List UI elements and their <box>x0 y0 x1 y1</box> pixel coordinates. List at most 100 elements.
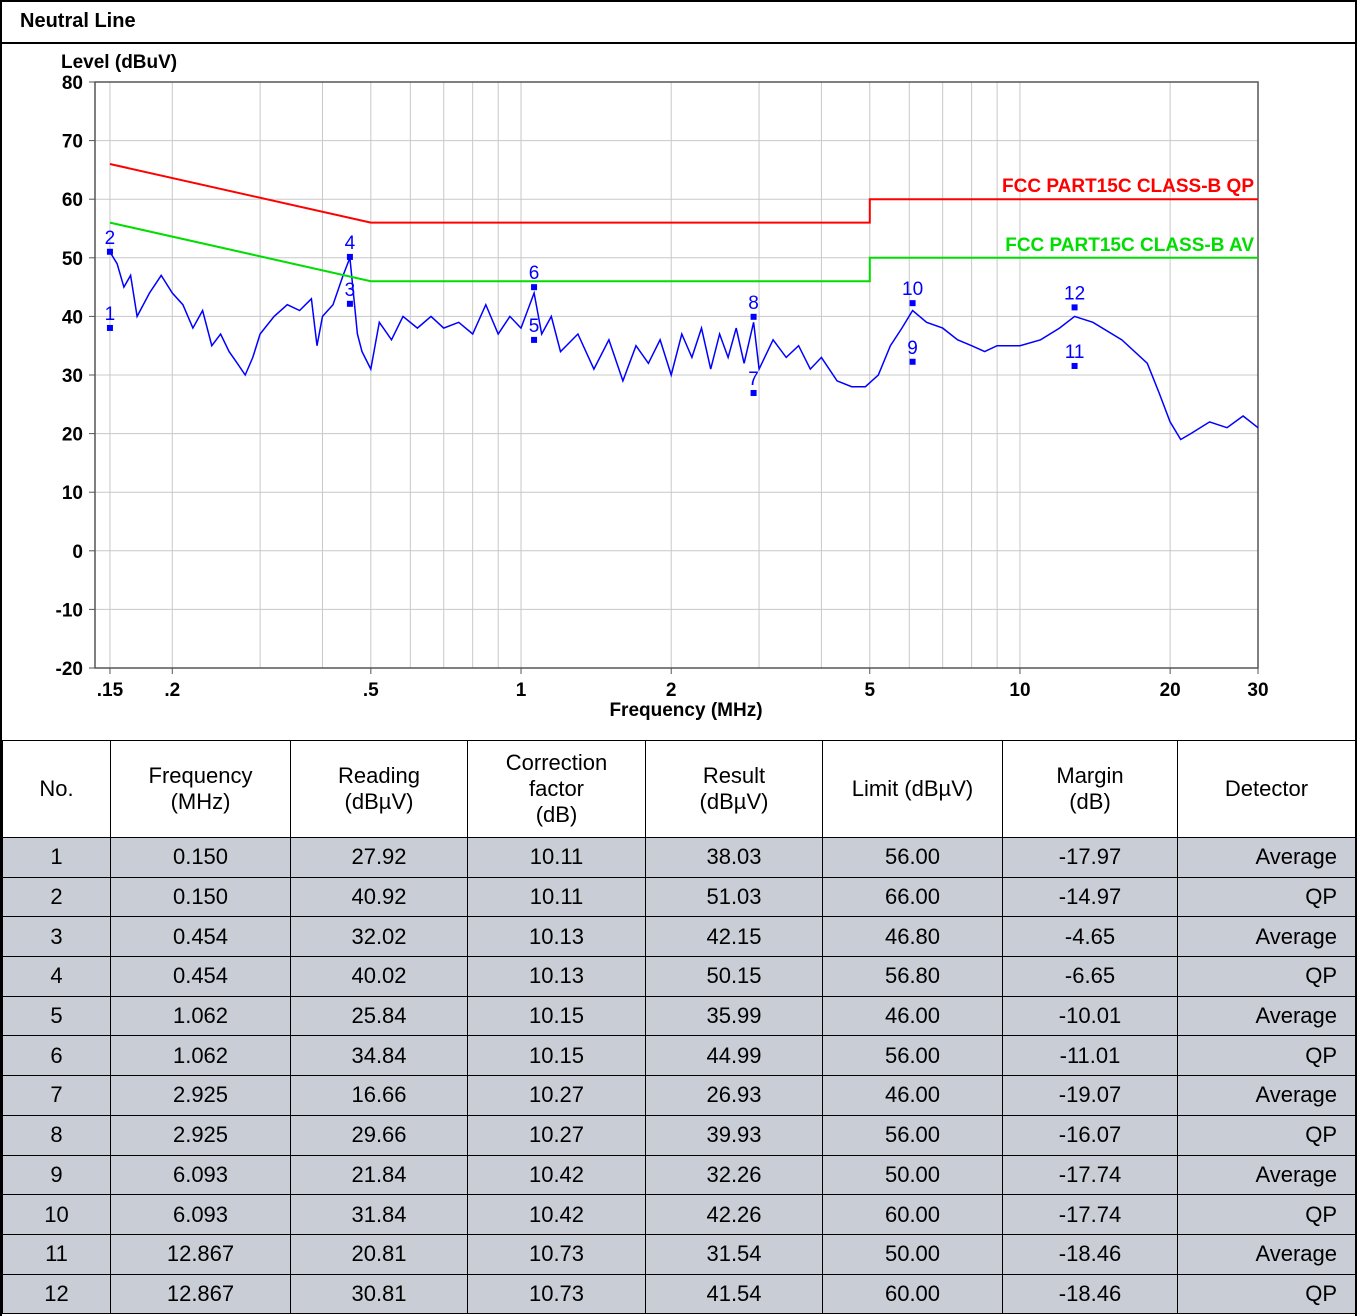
table-cell: 2.925 <box>110 1075 291 1116</box>
table-cell: 56.00 <box>822 1035 1003 1077</box>
table-cell: 41.54 <box>645 1273 823 1315</box>
marker-label: 1 <box>105 304 116 325</box>
table-cell: 60.00 <box>822 1273 1003 1315</box>
header-cell: Margin (dB) <box>1002 740 1178 838</box>
marker-label: 6 <box>529 263 540 284</box>
table-cell: 10.73 <box>467 1273 646 1315</box>
y-tick-label: -20 <box>56 659 83 680</box>
table-cell: 2.925 <box>110 1114 291 1156</box>
table-cell: 10.13 <box>467 956 646 997</box>
x-tick-label: 20 <box>1160 680 1181 701</box>
table-cell: 40.92 <box>290 876 468 918</box>
table-row: 7 2.925 16.66 10.27 26.93 46.00 -19.07 Average <box>2 1075 1356 1116</box>
table-cell: 56.00 <box>822 837 1003 878</box>
table-cell: 0.150 <box>110 837 291 878</box>
header-text: Result <box>702 763 766 788</box>
marker <box>531 336 538 343</box>
table-row: 1 0.150 27.92 10.11 38.03 56.00 -17.97 Average <box>2 837 1356 878</box>
table-cell: 10.42 <box>467 1194 646 1235</box>
table-cell: 51.03 <box>645 876 823 918</box>
table-cell: 46.00 <box>822 1075 1003 1116</box>
table-cell: 5 <box>2 995 111 1037</box>
table-cell: QP <box>1177 876 1356 918</box>
table-cell: 50.00 <box>822 1154 1003 1196</box>
marker <box>1071 362 1078 369</box>
table-cell: 4 <box>2 956 111 997</box>
table-cell: 10.11 <box>467 837 646 878</box>
table-cell: 50.15 <box>645 956 823 997</box>
table-cell: 6 <box>2 1035 111 1077</box>
table-row: 5 1.062 25.84 10.15 35.99 46.00 -10.01 Average <box>2 995 1356 1037</box>
table-cell: Average <box>1177 1075 1356 1116</box>
marker <box>750 389 757 396</box>
table-cell: Average <box>1177 1154 1356 1196</box>
table-cell: 12.867 <box>110 1233 291 1275</box>
marker <box>346 253 353 260</box>
table-cell: 10.13 <box>467 916 646 958</box>
y-tick-label: 10 <box>62 483 83 504</box>
marker-label: 4 <box>345 233 356 254</box>
table-cell: 3 <box>2 916 111 958</box>
table-cell: 39.93 <box>645 1114 823 1156</box>
table-cell: Average <box>1177 916 1356 958</box>
header-text: Reading <box>338 763 420 788</box>
marker <box>909 300 916 307</box>
table-cell: QP <box>1177 1035 1356 1077</box>
table-cell: QP <box>1177 956 1356 997</box>
table-cell: 56.00 <box>822 1114 1003 1156</box>
table-cell: -16.07 <box>1002 1114 1178 1156</box>
header-cell: Correction factor (dB) <box>467 740 646 838</box>
table-cell: 35.99 <box>645 995 823 1037</box>
marker-label: 7 <box>748 369 759 390</box>
table-cell: 44.99 <box>645 1035 823 1077</box>
table-cell: -4.65 <box>1002 916 1178 958</box>
y-tick-label: 80 <box>62 73 83 94</box>
marker-label: 8 <box>748 293 759 314</box>
header-cell: No. <box>2 740 111 838</box>
table-cell: 10.27 <box>467 1114 646 1156</box>
table-cell: 12.867 <box>110 1273 291 1315</box>
table-cell: -17.74 <box>1002 1194 1178 1235</box>
x-tick-label: .5 <box>363 680 379 701</box>
table-row: 9 6.093 21.84 10.42 32.26 50.00 -17.74 Average <box>2 1154 1356 1196</box>
y-tick-label: 30 <box>62 366 83 387</box>
table-cell: 66.00 <box>822 876 1003 918</box>
table-cell: 8 <box>2 1114 111 1156</box>
marker-label: 12 <box>1064 283 1085 304</box>
marker-label: 5 <box>529 316 540 337</box>
table-cell: QP <box>1177 1114 1356 1156</box>
limit-line <box>109 221 1258 283</box>
table-cell: 6.093 <box>110 1154 291 1196</box>
limit-line <box>109 163 1258 224</box>
trace <box>109 251 1259 441</box>
header-text: Limit (dBµV) <box>851 776 974 801</box>
series-label: FCC PART15C CLASS-B AV <box>1005 235 1254 256</box>
x-tick-label: 10 <box>1009 680 1030 701</box>
table-cell: 6.093 <box>110 1194 291 1235</box>
series-label: FCC PART15C CLASS-B QP <box>1002 176 1254 197</box>
header-text: factor <box>528 776 585 801</box>
table-cell: Average <box>1177 837 1356 878</box>
table-cell: 46.00 <box>822 995 1003 1037</box>
header-text: (dBµV) <box>699 789 769 814</box>
table-cell: 56.80 <box>822 956 1003 997</box>
header-text: No. <box>39 776 74 801</box>
table-cell: 42.15 <box>645 916 823 958</box>
marker <box>750 313 757 320</box>
table-cell: -11.01 <box>1002 1035 1178 1077</box>
y-tick-label: 0 <box>72 542 83 563</box>
marker-label: 10 <box>902 279 923 300</box>
table-cell: QP <box>1177 1273 1356 1315</box>
table-cell: 9 <box>2 1154 111 1196</box>
table-cell: 34.84 <box>290 1035 468 1077</box>
y-tick-label: -10 <box>56 600 83 621</box>
header-row: No. Frequency (MHz) Reading (dBµV) Correction… <box>2 740 1356 838</box>
x-tick-label: 2 <box>666 680 677 701</box>
table-cell: 10.73 <box>467 1233 646 1275</box>
table-cell: 50.00 <box>822 1233 1003 1275</box>
marker-label: 9 <box>907 338 918 359</box>
marker-label: 2 <box>105 228 116 249</box>
